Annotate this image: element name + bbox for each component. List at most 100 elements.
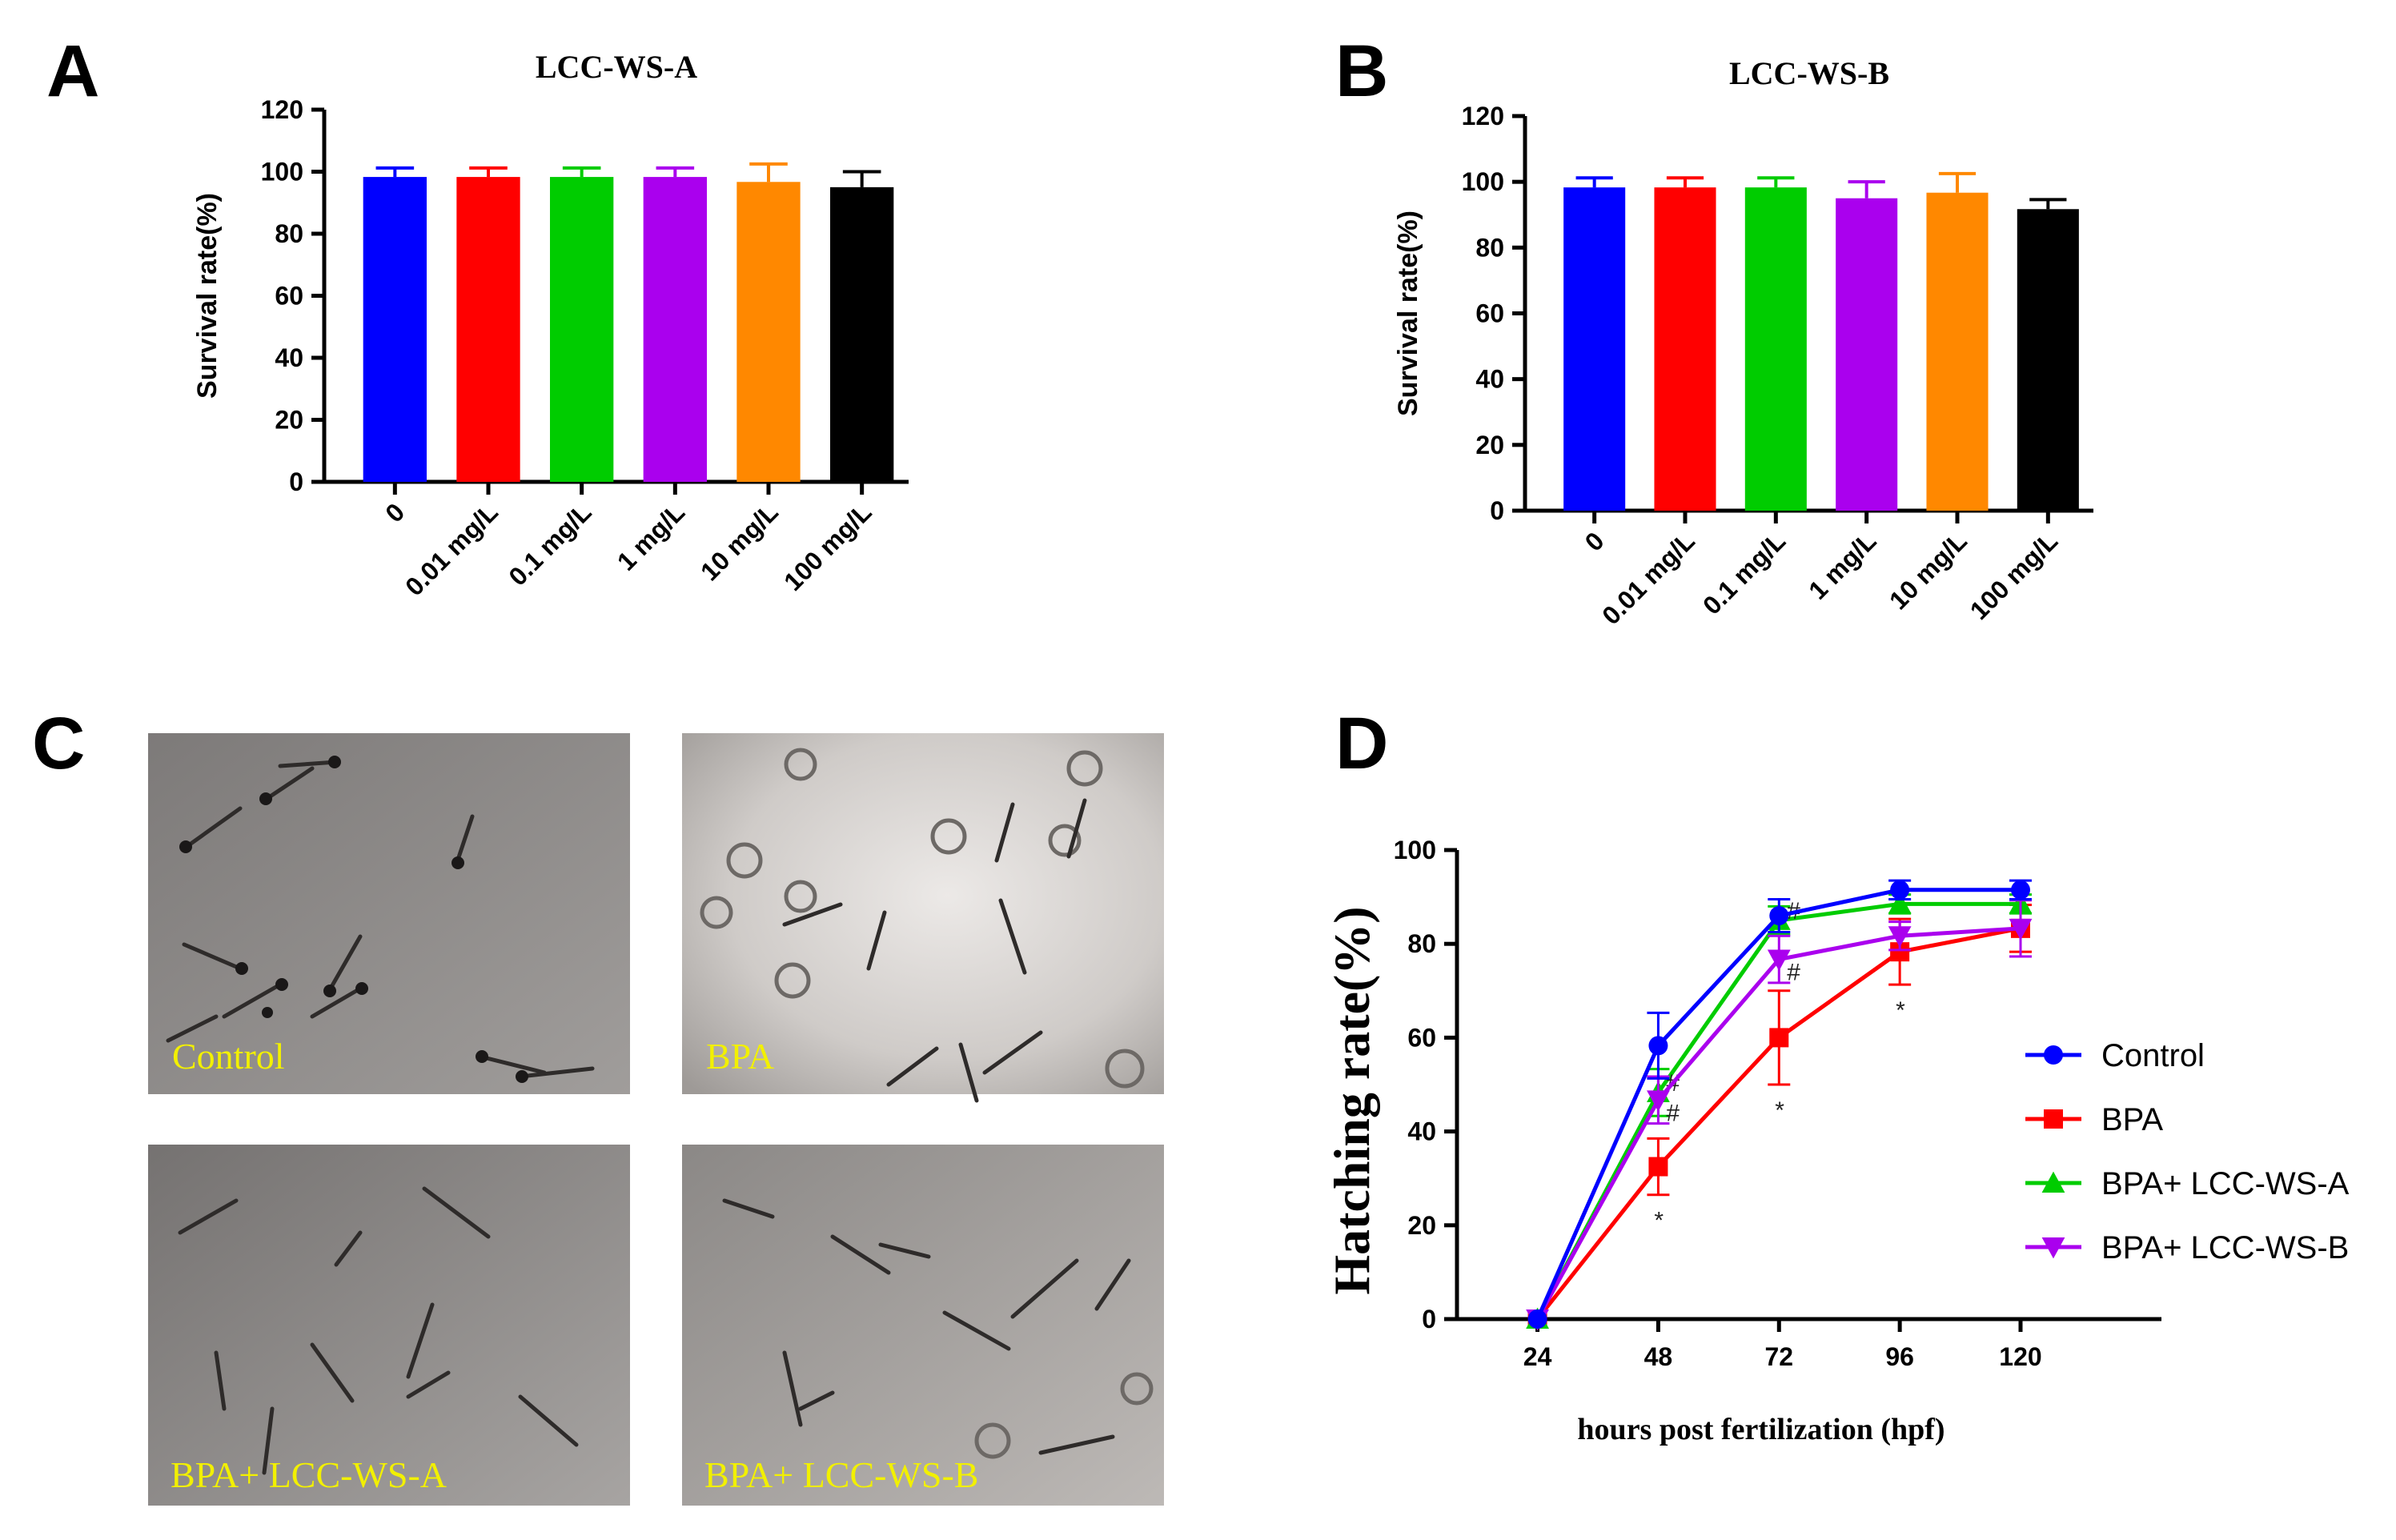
point-bpa-lcc-ws-b-48 <box>1647 1090 1670 1112</box>
chart-a-xtick-label-0-01-mg-l: 0.01 mg/L <box>399 497 504 601</box>
larvae-control <box>166 760 595 1079</box>
point-control-24 <box>1527 1309 1547 1329</box>
chart-a-bar-0-1-mg-l <box>550 177 614 482</box>
chart-a-xtick-label-0-1-mg-l: 0.1 mg/L <box>503 497 596 591</box>
chart-a-xtick-label-1-mg-l: 1 mg/L <box>612 497 690 575</box>
annotation-bpa: * <box>1775 1097 1784 1124</box>
chart-d-xlabel: hours post fertilization (hpf) <box>1577 1413 1944 1446</box>
chart-d-legend: Control BPA BPA+ LCC-WS-A BPA+ LCC-WS-B <box>2025 1038 2350 1265</box>
point-bpa-48 <box>1648 1157 1668 1177</box>
chart-b-ytick-label: 120 <box>1462 102 1504 130</box>
panel-letter-b: B <box>1335 30 1388 112</box>
point-control-120 <box>2011 880 2030 900</box>
point-bpa-lcc-ws-a-96 <box>1888 892 1912 914</box>
chart-d-xtick-label: 96 <box>1885 1342 1914 1371</box>
photo-label-bpa: BPA <box>706 1036 774 1077</box>
chart-d-xtick-label: 24 <box>1523 1342 1552 1371</box>
point-bpa-lcc-ws-b-72 <box>1767 949 1791 971</box>
line-chart-d: 0 20 40 60 80 100 24 48 72 96 120 Hatching rate(%) h… <box>1323 836 2350 1446</box>
point-bpa-72 <box>1769 1028 1789 1048</box>
embryo-chorions <box>700 748 1145 1089</box>
annotation-bpa: * <box>1896 997 1905 1024</box>
chart-a-bar-0 <box>363 177 427 482</box>
point-bpa-lcc-ws-b-120 <box>2009 918 2033 940</box>
chart-b-ytick-label: 100 <box>1462 167 1504 196</box>
photo-bpa-lcc-ws-a: BPA+ LCC-WS-A <box>148 1145 630 1506</box>
chart-b-xtick-label-1-mg-l: 1 mg/L <box>1803 526 1881 604</box>
panel-letter-a: A <box>46 30 99 112</box>
chart-d-xtick-label: 48 <box>1644 1342 1673 1371</box>
annotation-bpa-lcc-ws-b: # <box>1787 960 1800 986</box>
legend-label-bpa-lcc-ws-b: BPA+ LCC-WS-B <box>2101 1230 2349 1265</box>
panel-letter-c: C <box>32 703 85 784</box>
point-control-48 <box>1648 1036 1668 1056</box>
chart-d-ytick-label: 0 <box>1422 1305 1436 1333</box>
legend-marker-bpa <box>2044 1109 2063 1129</box>
chart-b-ytick-label: 60 <box>1475 299 1504 328</box>
chart-a-ytick-label: 40 <box>275 343 303 372</box>
chart-b-bar-0 <box>1563 187 1626 511</box>
chart-b-xtick-label-10-mg-l: 10 mg/L <box>1884 526 1973 615</box>
chart-b-bar-10-mg-l <box>1926 192 1989 511</box>
chart-b-ytick-label: 20 <box>1475 431 1504 459</box>
chart-b-bar-100-mg-l <box>2017 209 2079 511</box>
panel-letter-d: D <box>1335 703 1388 784</box>
chart-a-bar-100-mg-l <box>830 186 894 482</box>
chart-b-xtick-label-0-01-mg-l: 0.01 mg/L <box>1596 526 1700 630</box>
bar-chart-b: LCC-WS-B Survival rate(%) 0 20 40 60 80 100 120 0… <box>1393 55 2093 630</box>
chart-d-ytick-label: 80 <box>1407 929 1436 958</box>
photo-bpa: BPA <box>682 733 1164 1103</box>
chart-b-ytick-label: 80 <box>1475 233 1504 262</box>
legend-label-control: Control <box>2101 1038 2205 1073</box>
chart-b-xtick-label-0: 0 <box>1579 526 1610 556</box>
chart-a-title: LCC-WS-A <box>536 49 697 85</box>
chart-a-ytick-label: 0 <box>289 467 303 496</box>
chart-a-ytick-label: 120 <box>261 95 303 124</box>
legend-marker-bpa-lcc-ws-a <box>2041 1171 2065 1193</box>
chart-b-title: LCC-WS-B <box>1729 55 1889 91</box>
legend-marker-control <box>2044 1045 2063 1065</box>
larvae-bpa-a <box>178 1186 579 1475</box>
chart-d-ytick-label: 100 <box>1394 836 1436 864</box>
photo-label-bpa-lcc-ws-b: BPA+ LCC-WS-B <box>704 1454 978 1495</box>
chart-d-ylabel: Hatching rate(%) <box>1323 906 1380 1294</box>
chart-b-bar-1-mg-l <box>1836 198 1898 511</box>
photo-label-bpa-lcc-ws-a: BPA+ LCC-WS-A <box>171 1454 447 1495</box>
chart-a-bar-10-mg-l <box>736 182 801 482</box>
chart-d-ytick-label: 20 <box>1407 1211 1436 1240</box>
legend-label-bpa: BPA <box>2101 1102 2163 1137</box>
chart-a-bar-0-01-mg-l <box>456 177 520 482</box>
legend-marker-bpa-lcc-ws-b <box>2041 1237 2065 1259</box>
point-control-72 <box>1769 906 1789 926</box>
chart-d-xtick-label: 72 <box>1764 1342 1793 1371</box>
chart-b-ytick-label: 0 <box>1490 496 1504 525</box>
chart-a-xtick-label-10-mg-l: 10 mg/L <box>695 497 784 586</box>
photo-control: Control <box>148 733 630 1094</box>
point-control-96 <box>1890 880 1910 900</box>
chart-a-ytick-label: 20 <box>275 406 303 435</box>
legend-label-bpa-lcc-ws-a: BPA+ LCC-WS-A <box>2101 1166 2350 1201</box>
annotation-bpa: * <box>1654 1208 1664 1234</box>
chart-a-ytick-label: 100 <box>261 158 303 186</box>
series-control <box>1527 879 2032 1329</box>
photo-grid: Control BPA <box>148 733 1164 1506</box>
chart-a-xtick-label-100-mg-l: 100 mg/L <box>778 497 877 596</box>
embryo-chorions-b <box>974 1372 1154 1459</box>
chart-b-xtick-label-100-mg-l: 100 mg/L <box>1965 526 2064 625</box>
chart-b-bar-0-1-mg-l <box>1744 187 1807 511</box>
chart-b-ylabel: Survival rate(%) <box>1393 211 1423 416</box>
chart-a-ytick-label: 80 <box>275 219 303 248</box>
chart-b-bar-0-01-mg-l <box>1654 187 1716 511</box>
chart-a-xtick-label-0: 0 <box>379 497 410 527</box>
chart-d-xtick-label: 120 <box>1999 1342 2041 1371</box>
chart-d-ytick-label: 60 <box>1407 1023 1436 1052</box>
chart-a-ylabel: Survival rate(%) <box>192 193 223 399</box>
larvae-bpa <box>782 798 1087 1103</box>
chart-a-ytick-label: 60 <box>275 282 303 311</box>
photo-bpa-lcc-ws-b: BPA+ LCC-WS-B <box>682 1145 1164 1506</box>
chart-d-ytick-label: 40 <box>1407 1117 1436 1146</box>
point-bpa-lcc-ws-b-96 <box>1888 926 1912 948</box>
bar-chart-a: LCC-WS-A Survival rate(%) 0 20 40 60 80 100 120 0… <box>192 49 909 601</box>
